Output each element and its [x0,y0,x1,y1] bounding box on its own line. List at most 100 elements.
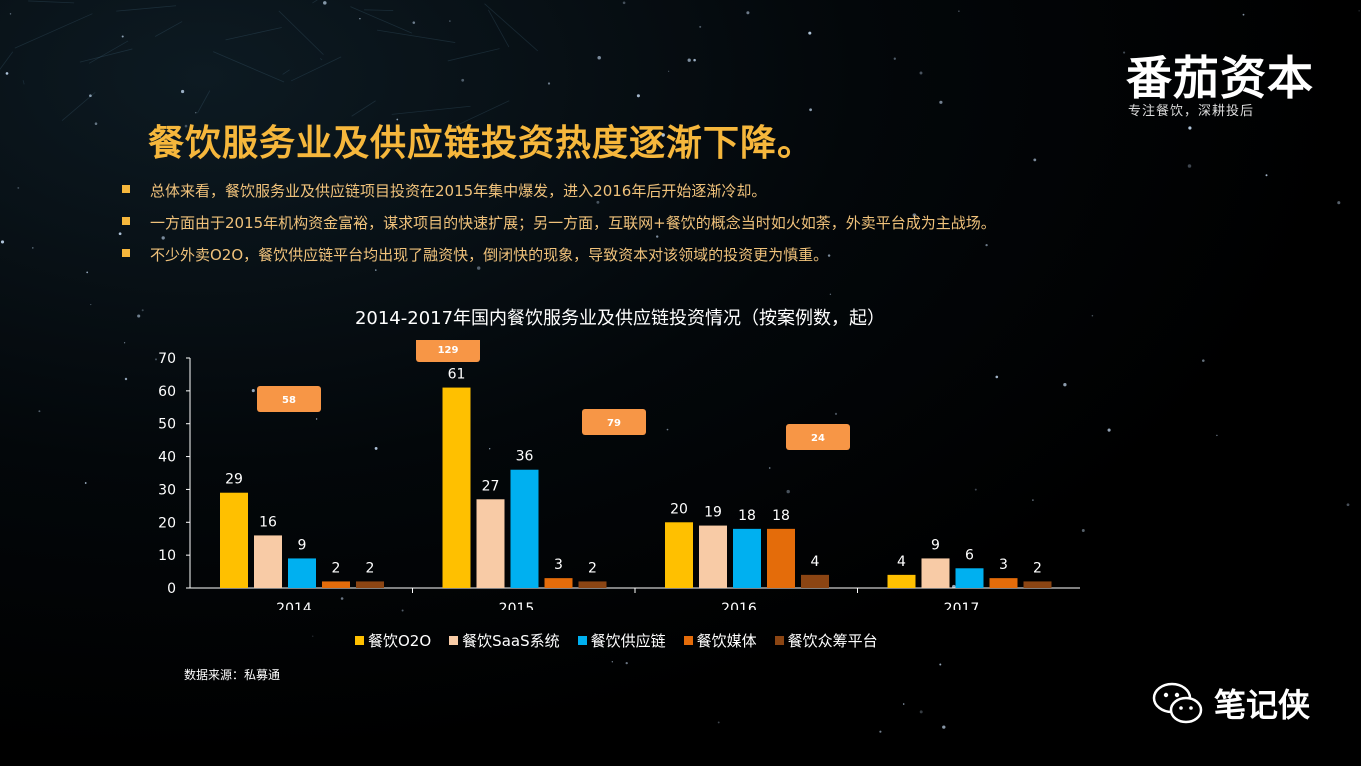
data-source-note: 数据来源：私募通 [184,668,281,682]
star [879,730,882,733]
star [90,304,92,306]
bar-value-label: 3 [554,557,563,573]
bar [220,492,248,588]
star [611,661,613,663]
star [1107,428,1111,432]
x-tick-label: 2015 [499,601,535,610]
star [636,94,640,98]
star [477,266,481,270]
star [17,186,20,189]
constellation-line [88,40,129,64]
star [912,213,917,217]
x-tick-label: 2014 [276,601,312,610]
bar-value-label: 6 [965,547,974,563]
y-tick-label: 0 [167,581,176,597]
star [1216,434,1218,437]
bar-value-label: 18 [772,508,790,524]
legend-swatch [355,636,364,645]
star [123,342,126,344]
total-badge-label: 129 [438,345,459,356]
constellation-line [282,69,290,75]
legend-label: 餐饮SaaS系统 [462,632,560,650]
legend-item: 餐饮O2O [355,630,431,651]
star [121,35,124,38]
star [687,58,691,62]
constellation-line [225,27,282,41]
star [449,20,451,22]
star [1063,383,1067,387]
bar-value-label: 16 [259,514,277,530]
legend-item: 餐饮众筹平台 [774,630,878,651]
star [893,57,896,60]
brand-tagline: 专注餐饮，深耕投后 [1128,104,1255,119]
star [827,254,831,257]
star [952,584,956,589]
brand-logo: 番茄资本 [1126,51,1314,105]
star [1265,174,1268,177]
star [717,721,720,724]
constellation-line [79,48,133,63]
star [1187,164,1192,168]
constellation-line [290,56,342,82]
bar [356,581,384,588]
star [161,236,165,240]
bar [288,558,316,588]
star [401,609,404,612]
star [1337,201,1341,205]
bar [476,499,505,588]
bar [510,469,539,588]
bullet-text: 总体来看，餐饮服务业及供应链项目投资在2015年集中爆发，进入2016年后开始逐… [150,182,767,200]
constellation-line [447,48,500,62]
x-tick-label: 2017 [944,601,980,610]
bar-value-label: 2 [588,560,597,576]
star [1358,10,1360,12]
bar [442,387,471,588]
star [159,136,161,139]
star [974,488,977,491]
star [489,448,491,450]
star [666,428,669,431]
constellation-line [0,51,14,70]
constellation-line [312,0,318,4]
star [622,1,626,5]
wechat-icon [1152,682,1203,724]
star [94,122,98,125]
total-badge [257,386,321,412]
chart-legend: 餐饮O2O 餐饮SaaS系统 餐饮供应链 餐饮媒体 餐饮众筹平台 [355,630,878,651]
star [0,240,5,244]
star [251,389,255,393]
star [1188,126,1192,130]
legend-item: 餐饮媒体 [683,630,757,651]
star [537,635,540,637]
star [746,11,750,15]
star [808,31,812,35]
star [1242,13,1245,16]
legend-label: 餐饮媒体 [696,632,757,650]
constellation-line [213,51,285,83]
star [939,100,943,104]
y-tick-label: 20 [158,515,176,531]
bullet-text: 不少外卖O2O，餐饮供应链平台均出现了融资快，倒闭快的现象，导致资本对该领域的投… [150,246,829,264]
star [118,232,122,236]
legend-item: 餐饮供应链 [577,630,666,651]
star [323,1,327,5]
bar-value-label: 61 [448,367,466,383]
star [359,18,361,20]
legend-label: 餐饮供应链 [590,632,666,650]
constellation-line [487,9,510,48]
constellation-line [61,92,96,121]
chart-title: 2014-2017年国内餐饮服务业及供应链投资情况（按案例数，起） [354,308,886,329]
star [717,321,721,325]
star [985,243,988,247]
watermark-text: 笔记侠 [1214,686,1311,724]
star [374,446,378,450]
legend-swatch [449,636,459,645]
legend-swatch [683,636,693,645]
bar [767,528,795,588]
bar-value-label: 18 [738,508,756,524]
star [958,10,960,12]
legend-label: 餐饮众筹平台 [787,632,878,650]
bullet-square-icon [122,217,130,225]
bar [801,574,829,588]
